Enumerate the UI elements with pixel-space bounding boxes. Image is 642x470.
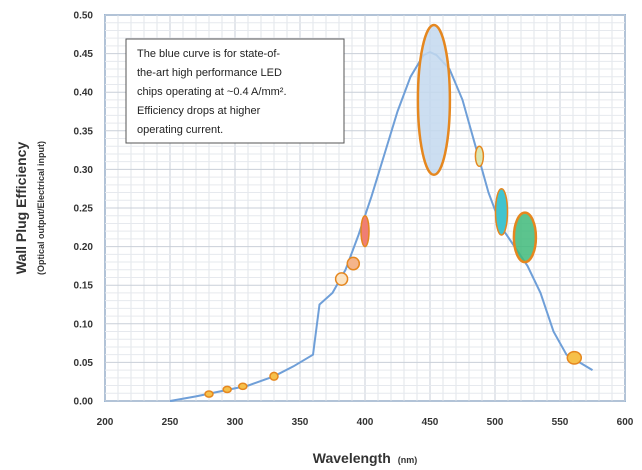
x-axis-title: Wavelength (nm)	[313, 450, 417, 466]
efficiency-curve	[169, 50, 594, 402]
x-axis-ticks: 200 250 300 350 400 450 500 550 600	[97, 417, 634, 428]
annotation-line-1: The blue curve is for state-of-	[137, 48, 280, 60]
x-tick-label: 300	[227, 417, 244, 428]
y-tick-label: 0.10	[74, 319, 94, 330]
x-tick-label: 250	[162, 417, 179, 428]
led-marker	[269, 371, 279, 381]
led-marker	[566, 350, 583, 365]
x-tick-label: 550	[552, 417, 569, 428]
y-tick-label: 0.00	[74, 397, 94, 408]
x-tick-label: 600	[617, 417, 634, 428]
x-tick-label: 350	[292, 417, 309, 428]
x-tick-label: 450	[422, 417, 439, 428]
y-tick-label: 0.30	[74, 165, 94, 176]
led-markers	[204, 23, 583, 398]
led-marker	[474, 145, 485, 168]
annotation-line-3: chips operating at ~0.4 A/mm².	[137, 86, 287, 98]
y-tick-label: 0.45	[74, 49, 94, 60]
led-marker	[222, 385, 232, 394]
x-tick-label: 400	[357, 417, 374, 428]
x-tick-label: 500	[487, 417, 504, 428]
led-marker	[334, 272, 349, 286]
y-axis-ticks: 0.00 0.05 0.10 0.15 0.20 0.25 0.30 0.35 0.40 0.45…	[74, 11, 94, 408]
x-tick-label: 200	[97, 417, 114, 428]
y-axis-subtitle: (Optical output/Electrical input)	[36, 141, 46, 275]
y-axis-title: Wall Plug Efficiency	[13, 142, 29, 275]
led-marker	[360, 214, 370, 248]
led-marker	[204, 390, 214, 398]
led-marker	[238, 382, 248, 391]
y-tick-label: 0.25	[74, 204, 94, 215]
y-tick-label: 0.50	[74, 11, 94, 22]
annotation-line-2: the-art high performance LED	[137, 67, 282, 79]
annotation-line-4: Efficiency drops at higher	[137, 105, 261, 117]
led-marker	[512, 211, 538, 264]
y-tick-label: 0.35	[74, 126, 94, 137]
y-tick-label: 0.05	[74, 358, 94, 369]
annotation-line-5: operating current.	[137, 124, 223, 136]
y-tick-label: 0.40	[74, 88, 94, 99]
y-tick-label: 0.20	[74, 242, 94, 253]
led-marker	[494, 187, 509, 236]
led-marker	[416, 23, 452, 177]
led-marker	[346, 256, 361, 271]
annotation-box: The blue curve is for state-of- the-art …	[125, 38, 345, 144]
y-tick-label: 0.15	[74, 281, 94, 292]
